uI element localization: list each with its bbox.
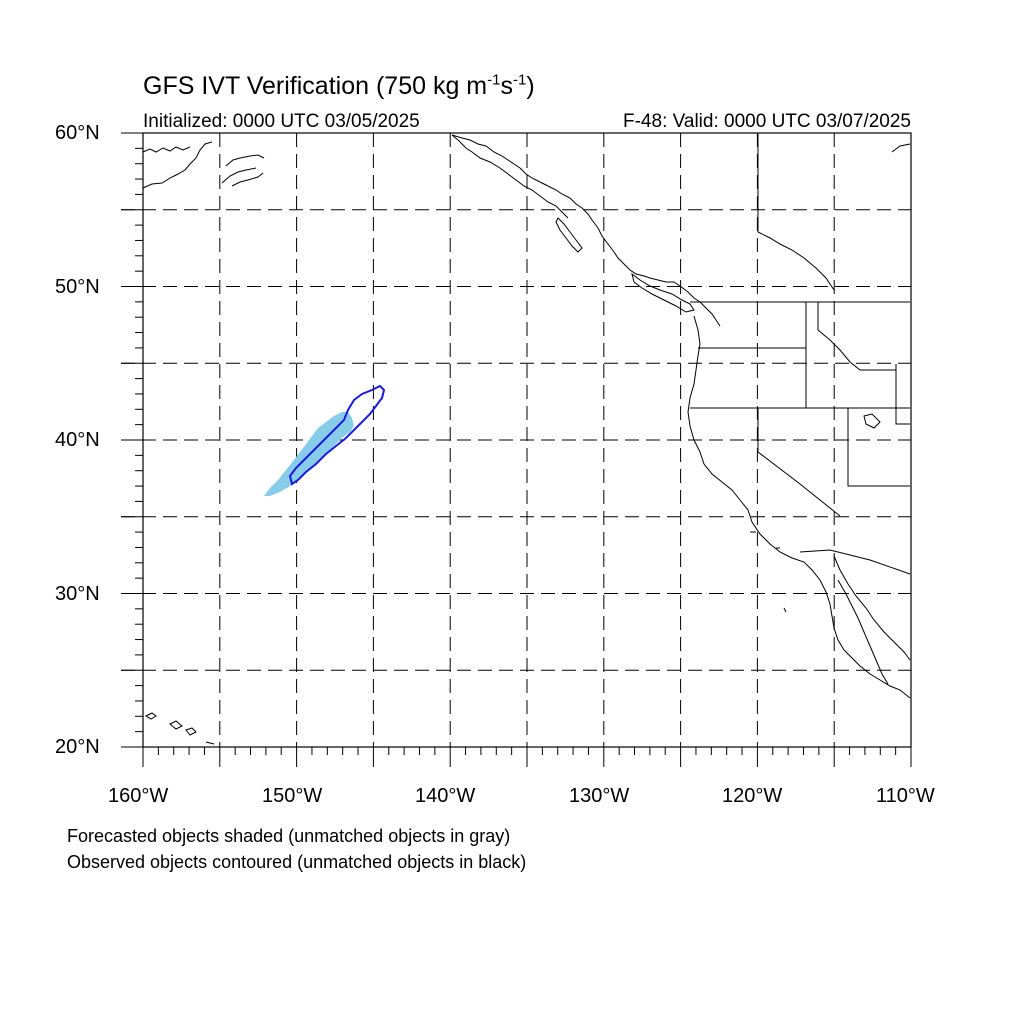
lat-label-40: 40°N bbox=[55, 429, 100, 451]
forecast-note: Forecasted objects shaded (unmatched obj… bbox=[67, 826, 511, 846]
lon-label-140w: 140°W bbox=[415, 785, 476, 807]
lat-label-60: 60°N bbox=[55, 122, 100, 144]
lon-label-160w: 160°W bbox=[108, 785, 169, 807]
coastlines bbox=[142, 134, 911, 745]
lon-label-110w: 110°W bbox=[876, 785, 935, 807]
lat-label-30: 30°N bbox=[55, 583, 100, 605]
lon-label-120w: 120°W bbox=[722, 785, 783, 807]
graticule bbox=[121, 133, 911, 747]
lat-label-50: 50°N bbox=[55, 276, 100, 298]
lon-label-150w: 150°W bbox=[262, 785, 323, 807]
initialized-label: Initialized: 0000 UTC 03/05/2025 bbox=[143, 111, 420, 132]
valid-label: F-48: Valid: 0000 UTC 03/07/2025 bbox=[623, 111, 911, 132]
lon-label-130w: 130°W bbox=[569, 785, 630, 807]
lat-label-20: 20°N bbox=[55, 736, 100, 758]
observed-note: Observed objects contoured (unmatched ob… bbox=[67, 852, 527, 872]
observed-contour bbox=[288, 384, 386, 486]
axis-ticks bbox=[121, 132, 912, 767]
map-title: GFS IVT Verification (750 kg m-1s-1) bbox=[143, 71, 535, 100]
